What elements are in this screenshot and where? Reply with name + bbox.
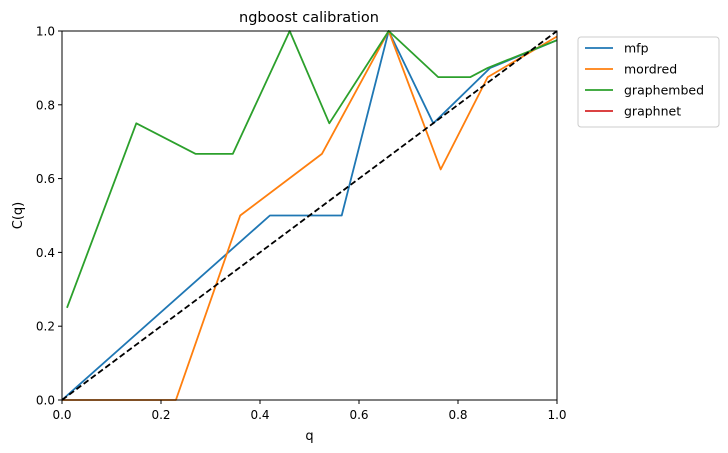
x-tick-label: 0.8 (448, 408, 467, 422)
reference-line-layer (61, 30, 558, 401)
y-tick-label: 1.0 (36, 25, 55, 39)
x-tick-label: 0.0 (52, 408, 71, 422)
y-axis-label: C(q) (11, 202, 26, 229)
legend-label-graphnet: graphnet (624, 104, 681, 119)
x-axis-ticks: 0.0 0.2 0.4 0.6 0.8 1.0 (52, 400, 567, 422)
y-axis-ticks: 0.0 0.2 0.4 0.6 0.8 1.0 (36, 25, 62, 408)
y-tick-label: 0.6 (36, 172, 55, 186)
series-line-graphembed (66, 30, 558, 309)
axes-frame (61, 30, 558, 401)
y-tick-label: 0.4 (36, 246, 55, 260)
legend: mfp mordred graphembed graphnet (577, 36, 720, 128)
perfect-calibration-line (61, 30, 558, 401)
series-line-mordred (62, 30, 558, 401)
y-tick-label: 0.0 (36, 394, 55, 408)
plot-area (61, 30, 558, 401)
x-tick-label: 1.0 (547, 408, 566, 422)
y-tick-label: 0.2 (36, 320, 55, 334)
legend-box (577, 36, 720, 128)
y-tick-label: 0.8 (36, 98, 55, 112)
x-tick-label: 0.6 (349, 408, 368, 422)
legend-label-mfp: mfp (624, 41, 649, 56)
legend-label-mordred: mordred (624, 62, 677, 77)
x-axis-label: q (305, 429, 313, 444)
x-tick-label: 0.2 (151, 408, 170, 422)
x-tick-label: 0.4 (250, 408, 269, 422)
chart-title: ngboost calibration (239, 10, 379, 26)
legend-label-graphembed: graphembed (624, 83, 704, 98)
